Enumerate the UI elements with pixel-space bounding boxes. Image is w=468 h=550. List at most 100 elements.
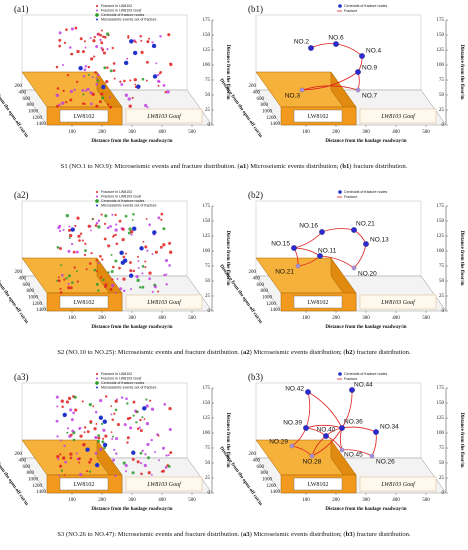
panel-label: (a2): [14, 190, 29, 200]
z-tick-label: 0: [442, 491, 445, 496]
legend-swatch: [96, 373, 98, 375]
fracture-node: [299, 87, 305, 93]
lw8103-box: [359, 294, 437, 310]
z-tick-label: 75: [205, 78, 211, 83]
event-dot: [93, 427, 97, 431]
event-dot: [83, 426, 87, 429]
z-tick-label: 75: [439, 78, 445, 83]
event-dot: [90, 57, 94, 61]
event-dot: [137, 266, 140, 269]
caption-part: S3 (NO.26 to NO.47): Microseismic events…: [57, 531, 243, 538]
event-dot: [150, 473, 153, 476]
event-dot: [138, 286, 142, 289]
centroid-dot: [151, 43, 157, 49]
event-dot: [139, 34, 142, 38]
event-dot: [169, 62, 173, 67]
event-dot: [109, 105, 113, 109]
event-dot: [82, 93, 85, 96]
event-dot: [67, 396, 72, 401]
event-dot: [65, 400, 69, 404]
event-dot: [162, 83, 166, 87]
event-dot: [84, 89, 88, 92]
event-dot: [114, 399, 118, 403]
event-dot: [146, 40, 150, 44]
x-tick-label: 100: [302, 130, 310, 135]
z-tick-label: 50: [439, 279, 445, 284]
fracture-link: [321, 228, 355, 233]
legend-text: Microseismic events out of fracture: [101, 203, 157, 207]
fracture-link: [371, 431, 377, 457]
event-dot: [128, 227, 132, 231]
legend-text: Fracture in LW8103 Goaf: [101, 376, 141, 380]
event-dot: [161, 469, 165, 473]
fracture-node: [339, 447, 345, 453]
caption-part: a3: [243, 531, 250, 538]
centroid-dot: [94, 462, 100, 468]
lw8103-label: LW8103 Goaf: [380, 481, 416, 488]
event-dot: [114, 233, 117, 237]
event-dot: [144, 453, 147, 456]
x-tick-label: 100: [68, 130, 76, 135]
event-dot: [144, 245, 148, 249]
event-dot: [136, 427, 140, 431]
centroid-dot: [152, 74, 158, 79]
node-label: NO.42: [285, 386, 304, 393]
lw8102-box: [59, 477, 109, 491]
event-dot: [96, 33, 99, 36]
fracture-node: [317, 253, 323, 259]
z-axis-label: Distance from the floor/m: [459, 230, 464, 286]
event-dot: [78, 426, 82, 430]
event-dot: [137, 260, 140, 263]
event-dot: [75, 452, 78, 455]
event-dot: [137, 255, 139, 258]
lw8102-box: [59, 295, 109, 309]
event-dot: [140, 50, 144, 55]
centroid-dot: [62, 412, 67, 418]
centroid-dot: [119, 250, 124, 256]
depth-tick-label: 1000: [28, 109, 39, 114]
event-dot: [157, 290, 160, 293]
z-tick-label: 0: [208, 309, 211, 314]
z-tick-label: 75: [205, 446, 211, 451]
depth-tick-label: 600: [23, 465, 31, 470]
event-dot: [135, 41, 137, 44]
event-dot: [113, 412, 116, 415]
z-tick-label: 150: [203, 401, 211, 406]
event-dot: [69, 433, 73, 437]
legend-text: Fracture: [344, 195, 357, 199]
event-dot: [127, 34, 130, 37]
event-dot: [111, 213, 114, 216]
event-dot: [101, 48, 105, 52]
event-dot: [107, 271, 110, 274]
centroid-dot: [102, 442, 108, 448]
event-dot: [84, 65, 87, 68]
depth-tick-label: 800: [261, 103, 269, 108]
event-dot: [153, 285, 157, 289]
depth-tick-label: 1200: [32, 116, 43, 121]
event-dot: [141, 77, 145, 81]
event-dot: [90, 229, 92, 232]
event-dot: [93, 35, 97, 39]
depth-tick-label: 600: [257, 97, 265, 102]
depth-axis-label: Distance from the open-off cut/m: [218, 78, 263, 139]
event-dot: [95, 104, 99, 108]
event-dot: [122, 255, 126, 259]
centroid-dot: [123, 60, 129, 66]
lw8103-label: LW8103 Goaf: [380, 299, 416, 306]
z-tick-label: 150: [203, 33, 211, 38]
x-tick-label: 400: [158, 316, 166, 321]
event-dot: [136, 410, 139, 414]
fracture-link: [310, 43, 337, 49]
event-dot: [98, 100, 102, 104]
event-dot: [167, 33, 171, 37]
event-dot: [146, 106, 149, 109]
node-label: NO.45: [344, 452, 363, 459]
depth-tick-label: 200: [249, 84, 257, 89]
legend-text: Fracture in LW8103 Goaf: [101, 194, 141, 198]
event-dot: [58, 38, 62, 42]
event-dot: [88, 403, 92, 407]
x-tick-label: 300: [128, 130, 136, 135]
caption-part: ) Microseismic events distribution; (: [250, 349, 346, 356]
z-tick-label: 75: [205, 264, 211, 269]
depth-tick-label: 200: [15, 452, 23, 457]
